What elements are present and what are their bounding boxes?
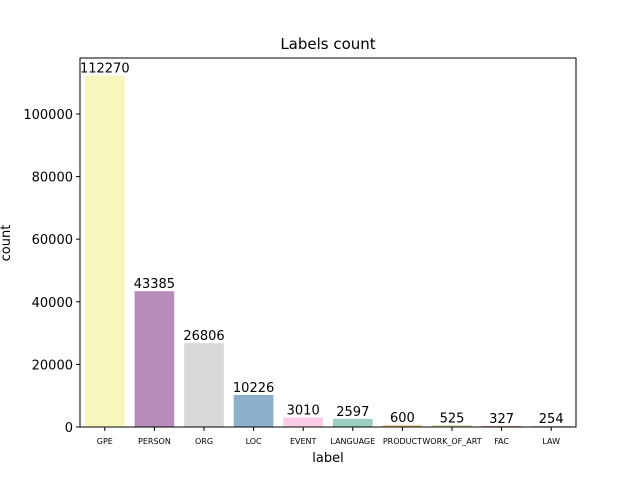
bars-group [84, 75, 572, 427]
y-axis-label: count [0, 225, 14, 262]
data-label-person: 43385 [134, 277, 175, 292]
y-tick-label-100000: 100000 [23, 108, 73, 123]
data-label-fac: 327 [489, 412, 514, 427]
x-tick-label-law: LAW [542, 437, 560, 446]
x-axis-label: label [312, 451, 343, 466]
data-label-loc: 10226 [233, 381, 274, 396]
data-label-language: 2597 [336, 405, 369, 420]
bar-fac [481, 425, 522, 427]
data-label-org: 26806 [183, 329, 224, 344]
chart-title: Labels count [280, 35, 375, 53]
bar-org [184, 343, 224, 427]
bar-product [382, 425, 423, 427]
y-tick-label-80000: 80000 [32, 171, 73, 186]
data-labels-group: 112270 43385 26806 10226 3010 2597 600 525 327 25… [80, 62, 564, 428]
x-axis: GPE PERSON ORG LOC EVENT LANGUAGE PRODUCT WORK_… [97, 427, 560, 446]
x-tick-label-work-of-art: WORK_OF_ART [422, 437, 481, 446]
bar-event [283, 417, 324, 427]
bar-language [332, 418, 373, 427]
bar-work-of-art [432, 425, 472, 427]
x-tick-label-product: PRODUCT [383, 437, 422, 446]
x-tick-label-event: EVENT [290, 437, 317, 446]
y-tick-label-60000: 60000 [32, 233, 73, 248]
data-label-work-of-art: 525 [440, 411, 465, 426]
y-tick-label-20000: 20000 [32, 358, 73, 373]
bar-person [134, 291, 175, 427]
bar-loc [233, 394, 274, 427]
x-tick-label-loc: LOC [246, 437, 262, 446]
x-tick-label-gpe: GPE [97, 437, 113, 446]
plot-frame [79, 57, 577, 428]
data-label-product: 600 [390, 411, 415, 426]
y-tick-label-0: 0 [65, 421, 73, 436]
x-tick-label-org: ORG [195, 437, 213, 446]
bar-gpe [84, 75, 125, 427]
data-label-event: 3010 [287, 404, 320, 419]
data-label-law: 254 [539, 412, 564, 427]
y-axis: 0 20000 40000 60000 80000 100000 [23, 108, 80, 436]
x-tick-label-language: LANGUAGE [330, 437, 375, 446]
x-tick-label-fac: FAC [494, 437, 509, 446]
y-tick-label-40000: 40000 [32, 296, 73, 311]
data-label-gpe: 112270 [80, 62, 130, 77]
x-tick-label-person: PERSON [138, 437, 171, 446]
